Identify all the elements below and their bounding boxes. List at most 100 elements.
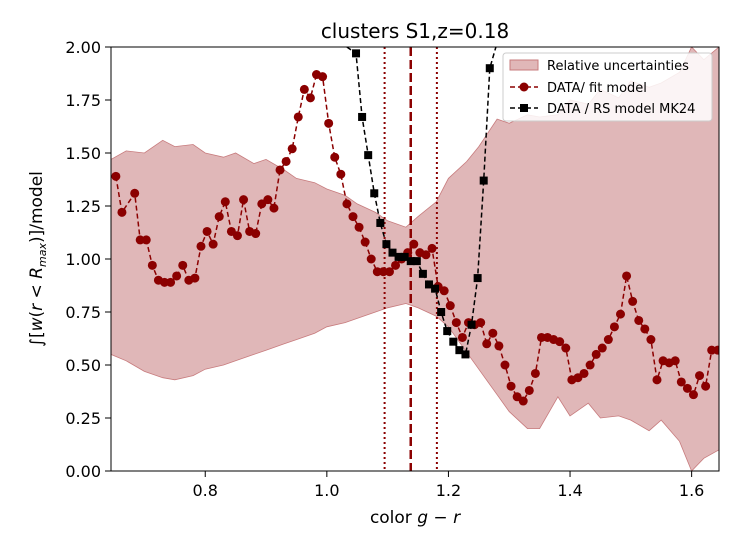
- data-point: [603, 335, 613, 345]
- legend-label-rs: DATA / RS model MK24: [547, 102, 695, 117]
- data-point: [701, 381, 711, 391]
- data-point: [616, 309, 626, 319]
- data-point: [597, 343, 607, 353]
- data-point: [111, 171, 121, 181]
- series-layer: [111, 47, 719, 406]
- data-point: [445, 301, 455, 311]
- data-point: [394, 252, 403, 261]
- data-point: [232, 231, 242, 241]
- data-point: [172, 271, 182, 281]
- data-point: [646, 335, 656, 345]
- data-point: [370, 189, 379, 198]
- data-point: [190, 273, 200, 283]
- data-point: [391, 260, 401, 270]
- data-point: [591, 349, 601, 359]
- data-point: [287, 144, 297, 154]
- data-point: [670, 356, 680, 366]
- legend-marker-rs: [520, 104, 528, 112]
- data-point: [366, 254, 376, 264]
- series-rs-model: [346, 47, 497, 359]
- y-tick-label: 1.00: [65, 250, 101, 269]
- data-point: [208, 239, 218, 249]
- data-point: [427, 243, 437, 253]
- data-point: [628, 296, 638, 306]
- data-point: [354, 222, 364, 232]
- data-point: [384, 267, 394, 277]
- y-tick-label: 1.25: [65, 197, 101, 216]
- legend-label-fit: DATA/ fit model: [547, 81, 647, 96]
- data-point: [676, 377, 686, 387]
- data-point: [358, 112, 367, 121]
- data-point: [488, 328, 498, 338]
- y-axis-label: ∫[w(r < Rmax)]/model: [27, 171, 49, 347]
- chart-title: clusters S1,z=0.18: [321, 19, 509, 43]
- data-point: [437, 308, 446, 316]
- y-tick-label: 0.50: [65, 356, 101, 375]
- data-point: [439, 286, 449, 296]
- data-point: [275, 165, 285, 175]
- y-tick-label: 1.75: [65, 91, 101, 110]
- data-point: [382, 240, 391, 249]
- data-point: [147, 260, 157, 270]
- data-point: [461, 350, 470, 359]
- data-point: [579, 368, 589, 378]
- x-tick-label: 1.2: [436, 481, 461, 500]
- data-point: [695, 371, 705, 381]
- y-tick-label: 0.00: [65, 462, 101, 481]
- legend-marker-fit: [519, 82, 529, 92]
- data-point: [482, 339, 492, 349]
- data-point: [281, 156, 291, 166]
- data-point: [336, 169, 346, 179]
- data-point: [506, 381, 516, 391]
- data-point: [130, 188, 140, 198]
- data-point: [585, 360, 595, 370]
- data-point: [443, 327, 452, 336]
- data-point: [376, 218, 385, 227]
- data-point: [364, 151, 373, 160]
- data-point: [412, 257, 421, 266]
- data-point: [318, 72, 328, 82]
- data-point: [451, 318, 461, 328]
- x-tick-label: 0.8: [193, 481, 218, 500]
- x-axis-label: color g − r: [370, 508, 461, 528]
- data-point: [178, 260, 188, 270]
- data-point: [500, 360, 510, 370]
- data-point: [220, 197, 230, 207]
- legend-label-band: Relative uncertainties: [547, 59, 689, 74]
- data-point: [348, 212, 358, 222]
- data-point: [530, 368, 540, 378]
- x-tick-label: 1.0: [314, 481, 339, 500]
- data-point: [166, 277, 176, 287]
- data-point: [485, 64, 494, 73]
- data-point: [324, 118, 334, 128]
- data-point: [352, 49, 361, 58]
- data-point: [518, 396, 528, 406]
- y-tick-label: 1.50: [65, 144, 101, 163]
- data-point: [449, 337, 458, 346]
- x-axis-ticks: 0.8 1.0 1.2 1.4 1.6: [193, 471, 704, 500]
- legend: Relative uncertainties DATA/ fit model D…: [502, 52, 713, 122]
- data-point: [299, 84, 309, 94]
- x-tick-label: 1.4: [557, 481, 582, 500]
- data-point: [360, 237, 370, 247]
- data-point: [467, 320, 476, 329]
- data-point: [473, 274, 482, 283]
- y-tick-label: 0.25: [65, 409, 101, 428]
- y-axis-ticks: 0.00 0.25 0.50 0.75 1.00 1.25 1.50 1.75 2.00: [65, 38, 111, 481]
- series-fit-model: [111, 70, 719, 406]
- data-point: [418, 269, 427, 278]
- data-point: [561, 343, 571, 353]
- data-point: [293, 112, 303, 122]
- data-point: [634, 315, 644, 325]
- data-point: [431, 284, 440, 293]
- data-point: [713, 345, 719, 355]
- data-point: [524, 385, 534, 395]
- data-point: [202, 226, 212, 236]
- data-point: [251, 229, 261, 239]
- data-point: [682, 383, 692, 393]
- data-point: [609, 322, 619, 332]
- data-point: [479, 176, 488, 185]
- data-point: [239, 195, 249, 205]
- data-point: [424, 280, 433, 289]
